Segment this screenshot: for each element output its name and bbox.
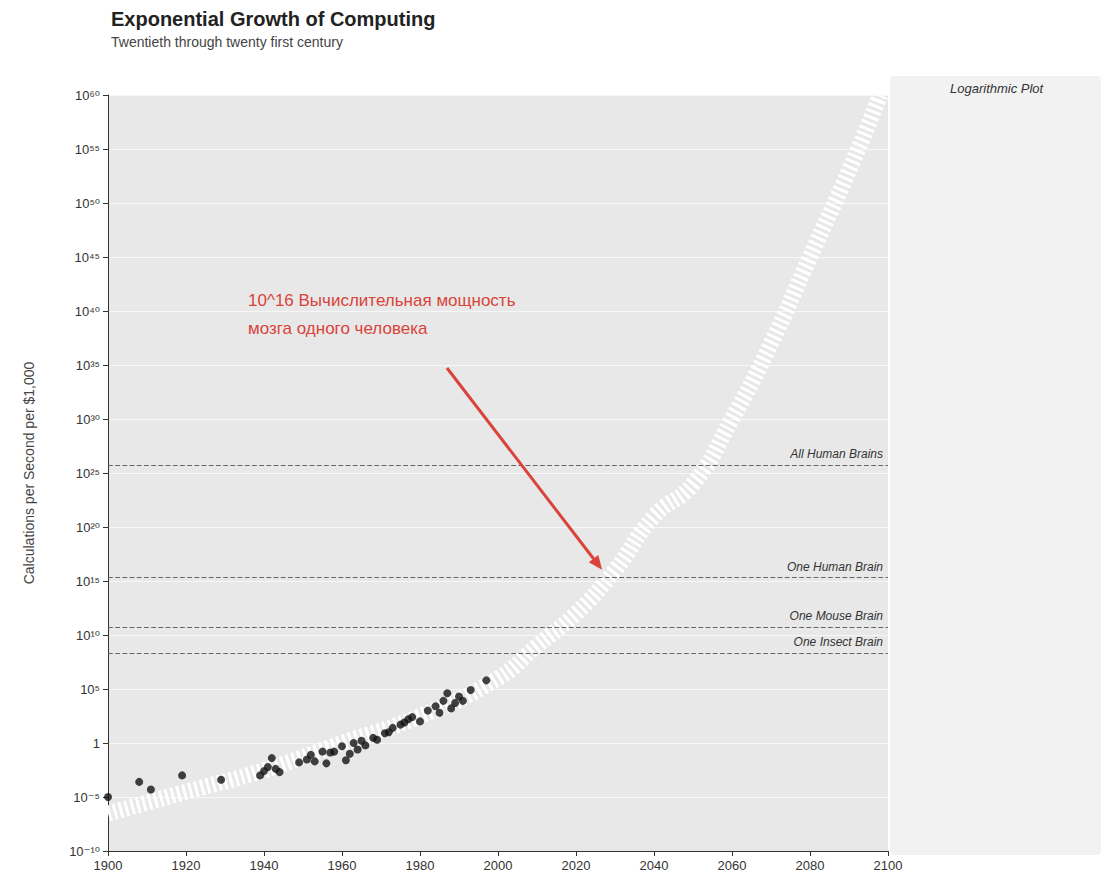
svg-text:10¹⁰: 10¹⁰ xyxy=(76,628,100,643)
svg-text:10¹⁵: 10¹⁵ xyxy=(76,574,100,589)
svg-text:10⁵: 10⁵ xyxy=(80,682,100,697)
svg-text:1980: 1980 xyxy=(406,858,435,873)
svg-text:10⁻¹⁰: 10⁻¹⁰ xyxy=(69,844,100,859)
svg-text:1960: 1960 xyxy=(328,858,357,873)
svg-text:10⁶⁰: 10⁶⁰ xyxy=(75,88,100,103)
svg-text:10⁴⁵: 10⁴⁵ xyxy=(75,250,100,265)
svg-text:2100: 2100 xyxy=(874,858,903,873)
svg-text:One Human Brain: One Human Brain xyxy=(787,560,883,574)
svg-text:10⁴⁰: 10⁴⁰ xyxy=(75,304,100,319)
svg-text:10⁵⁰: 10⁵⁰ xyxy=(75,196,100,211)
svg-text:2060: 2060 xyxy=(718,858,747,873)
svg-text:1940: 1940 xyxy=(250,858,279,873)
svg-text:10²⁵: 10²⁵ xyxy=(76,466,100,481)
svg-text:2020: 2020 xyxy=(562,858,591,873)
svg-text:10²⁰: 10²⁰ xyxy=(76,520,100,535)
svg-text:10³⁰: 10³⁰ xyxy=(76,412,100,427)
svg-text:Logarithmic Plot: Logarithmic Plot xyxy=(950,81,1045,96)
svg-text:Calculations per Second per $1: Calculations per Second per $1,000 xyxy=(21,361,37,584)
svg-text:One Mouse Brain: One Mouse Brain xyxy=(790,609,884,623)
svg-text:Twentieth through twenty first: Twentieth through twenty first century xyxy=(111,34,343,50)
svg-text:1920: 1920 xyxy=(172,858,201,873)
svg-text:1900: 1900 xyxy=(94,858,123,873)
svg-text:10⁵⁵: 10⁵⁵ xyxy=(75,142,100,157)
svg-text:2000: 2000 xyxy=(484,858,513,873)
svg-text:One Insect Brain: One Insect Brain xyxy=(794,635,884,649)
svg-text:10³⁵: 10³⁵ xyxy=(76,358,100,373)
svg-text:2080: 2080 xyxy=(796,858,825,873)
svg-text:10⁻⁵: 10⁻⁵ xyxy=(73,790,100,805)
svg-text:10^16 Вычислительная мощность: 10^16 Вычислительная мощность xyxy=(248,291,516,310)
svg-text:1: 1 xyxy=(93,736,100,751)
svg-text:2040: 2040 xyxy=(640,858,669,873)
svg-text:мозга одного человека: мозга одного человека xyxy=(248,319,428,338)
svg-text:All Human Brains: All Human Brains xyxy=(789,447,883,461)
svg-text:Exponential Growth of Computin: Exponential Growth of Computing xyxy=(111,8,435,30)
